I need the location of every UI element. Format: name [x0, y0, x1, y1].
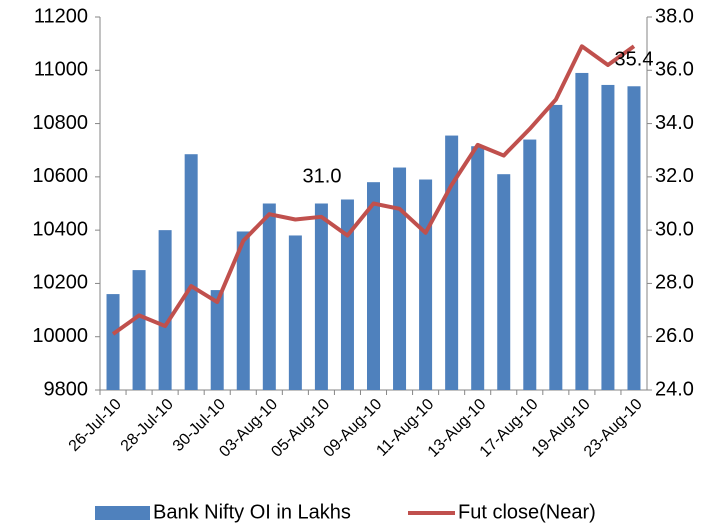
bar: [288, 235, 302, 390]
y2-tick-label: 30.0: [655, 218, 694, 240]
bar: [262, 203, 276, 390]
y-tick-label: 10000: [32, 325, 88, 347]
bar: [627, 86, 641, 391]
bar: [106, 294, 120, 390]
bar: [236, 231, 250, 390]
y-tick-label: 10800: [32, 112, 88, 134]
y-tick-label: 10600: [32, 165, 88, 187]
y2-tick-label: 26.0: [655, 325, 694, 347]
bar: [367, 182, 380, 390]
x-tick-label: 26-Jul-10: [66, 396, 125, 455]
bar: [314, 203, 328, 390]
y2-tick-label: 34.0: [655, 112, 694, 134]
y2-tick-label: 32.0: [655, 165, 694, 187]
line: [111, 44, 636, 336]
bar: [132, 270, 146, 390]
y-tick-label: 10400: [32, 218, 88, 240]
legend-swatch: [95, 506, 150, 520]
bar: [497, 174, 511, 390]
bar: [393, 167, 407, 390]
y-tick-label: 9800: [44, 378, 89, 400]
x-tick-label: 28-Jul-10: [118, 396, 177, 455]
y2-tick-label: 28.0: [655, 272, 694, 294]
annotation: 35.4: [615, 48, 654, 70]
bar: [601, 84, 615, 391]
bar: [471, 146, 485, 390]
annotation: 31.0: [303, 165, 342, 187]
legend-label: Bank Nifty OI in Lakhs: [153, 501, 351, 523]
bar: [158, 230, 172, 390]
bar: [575, 72, 589, 390]
legend-label: Fut close(Near): [458, 501, 596, 523]
bar: [549, 104, 563, 391]
bar: [184, 154, 198, 390]
bar: [419, 179, 433, 390]
bar: [523, 139, 537, 390]
y-tick-label: 11000: [34, 59, 88, 81]
bar: [210, 290, 224, 390]
bar: [445, 135, 459, 390]
bar: [340, 199, 354, 390]
y2-tick-label: 36.0: [655, 59, 694, 81]
y2-tick-label: 24.0: [655, 378, 694, 400]
y2-tick-label: 38.0: [655, 5, 694, 27]
y-tick-label: 10200: [32, 272, 88, 294]
y-tick-label: 11200: [34, 5, 88, 27]
